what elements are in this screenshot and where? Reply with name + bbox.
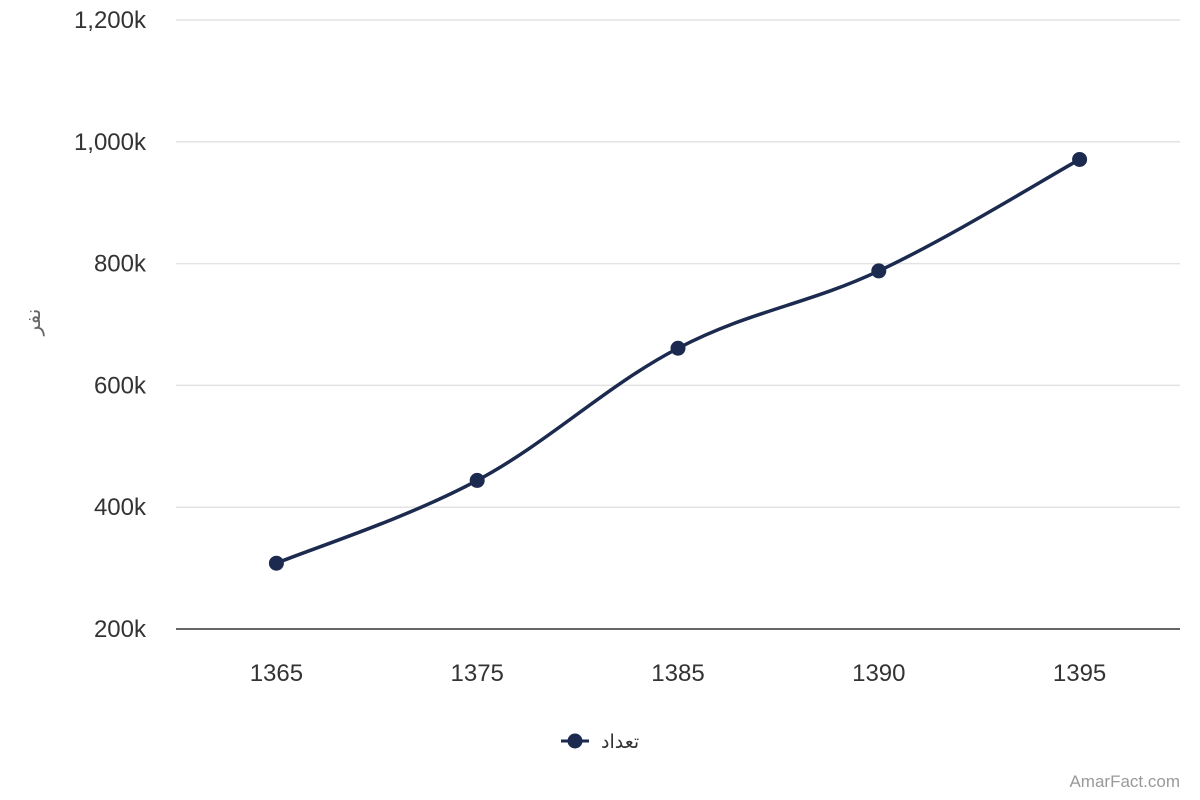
credit-link[interactable]: AmarFact.com	[1069, 772, 1180, 791]
y-tick-label: 1,200k	[74, 7, 147, 34]
grid-lines	[176, 19, 1180, 508]
legend-label: تعداد	[601, 731, 639, 753]
y-axis-title: نفر	[21, 309, 45, 337]
x-tick-label: 1395	[1053, 660, 1106, 687]
x-axis-ticks: 1365 1375 1385 1390 1395	[250, 660, 1107, 687]
data-point-1375[interactable]	[469, 472, 485, 488]
y-tick-label: 200k	[94, 616, 147, 643]
y-tick-label: 1,000k	[74, 129, 147, 156]
legend-marker	[567, 733, 583, 749]
data-point-1395[interactable]	[1072, 151, 1088, 167]
series-line	[275, 157, 1081, 565]
x-tick-label: 1365	[250, 660, 303, 687]
x-tick-label: 1385	[651, 660, 704, 687]
y-tick-label: 400k	[94, 494, 147, 521]
y-axis-ticks: 200k 400k 600k 800k 1,000k 1,200k	[74, 7, 147, 643]
y-tick-label: 600k	[94, 372, 147, 399]
legend[interactable]: تعداد	[561, 731, 639, 753]
data-point-1390[interactable]	[871, 263, 887, 279]
series-group	[268, 151, 1088, 571]
data-point-1385[interactable]	[670, 340, 686, 356]
x-tick-label: 1390	[852, 660, 905, 687]
x-tick-label: 1375	[451, 660, 504, 687]
data-point-1365[interactable]	[268, 555, 284, 571]
y-tick-label: 800k	[94, 251, 147, 278]
